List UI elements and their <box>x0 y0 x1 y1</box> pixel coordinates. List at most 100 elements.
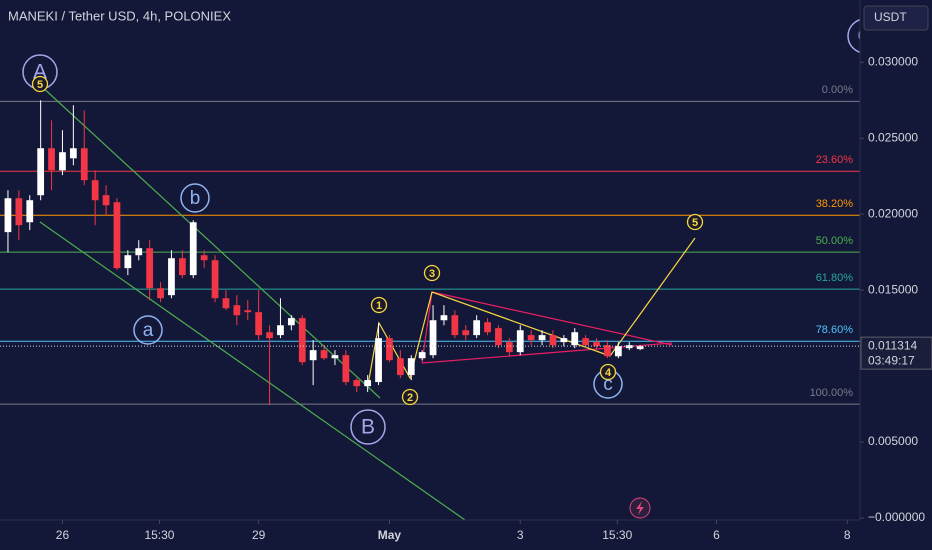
y-tick-label: 0.030000 <box>868 54 918 68</box>
candle-body <box>69 148 77 159</box>
candle-body <box>538 335 546 341</box>
candle-body <box>135 248 143 256</box>
candle-body <box>244 310 252 313</box>
x-tick-label: 3 <box>517 528 524 542</box>
candle-body <box>604 345 611 357</box>
candle-body <box>451 315 459 336</box>
wave-circle <box>31 75 49 93</box>
candle-body <box>233 305 241 316</box>
drawings <box>39 84 696 521</box>
fib-label: 61.80% <box>816 272 854 284</box>
candle-body <box>178 258 186 276</box>
candle-body <box>407 358 415 376</box>
x-tick-label: 15:30 <box>602 528 632 542</box>
last-price-label: 0.011314 <box>868 338 917 352</box>
last-price-box <box>860 336 932 370</box>
wave-circle <box>686 213 704 231</box>
wave-circle <box>350 409 386 445</box>
candle-body <box>473 320 481 336</box>
wave-label: 4 <box>605 367 612 379</box>
candle-body <box>266 332 273 339</box>
wave-label: 3 <box>429 268 435 280</box>
candle-body <box>484 322 491 333</box>
wave-circle <box>133 315 163 345</box>
wave-label: B <box>361 416 375 439</box>
candle-body <box>320 350 328 359</box>
candle-body <box>614 346 622 357</box>
candle-body <box>636 346 644 350</box>
x-tick-label: 6 <box>713 528 720 542</box>
fib-label: 23.60% <box>816 154 854 166</box>
wave-label: a <box>143 320 154 341</box>
candle-body <box>396 358 404 376</box>
x-tick-label: 15:30 <box>144 528 174 542</box>
wave-circle <box>599 363 617 381</box>
y-tick-label: −0.000000 <box>868 510 925 524</box>
currency-button[interactable] <box>863 5 929 31</box>
x-tick-label: 26 <box>56 528 70 542</box>
candle-body <box>189 222 197 276</box>
candle-body <box>560 338 568 343</box>
candle-body <box>375 338 382 383</box>
x-tick-label: 8 <box>844 528 851 542</box>
candle-body <box>146 248 154 289</box>
candle-body <box>462 330 470 336</box>
candle-body <box>516 330 524 353</box>
wave-path <box>367 237 696 386</box>
candle-body <box>211 260 219 299</box>
candle-body <box>593 342 600 347</box>
price-axis <box>860 0 932 550</box>
candle-body <box>331 355 339 359</box>
wave-label: 5 <box>692 217 698 229</box>
candle-body <box>527 335 535 341</box>
candles <box>4 100 644 406</box>
candle-body <box>59 152 66 171</box>
candle-body <box>255 312 263 336</box>
candle-body <box>429 320 437 356</box>
chart-title: MANEKI / Tether USD, 4h, POLONIEX <box>8 8 231 23</box>
candle-body <box>222 298 230 309</box>
candle-body <box>505 342 513 353</box>
candle-body <box>353 380 361 387</box>
currency-button-label: USDT <box>874 10 907 24</box>
candle-body <box>124 255 132 269</box>
wave-circle <box>370 296 388 314</box>
countdown-label: 03:49:17 <box>868 353 915 367</box>
fib-label: 100.00% <box>810 387 854 399</box>
candle-body <box>418 352 426 359</box>
fib-label: 0.00% <box>822 84 853 96</box>
candle-body <box>342 355 350 383</box>
candle-body <box>582 338 590 346</box>
candle-body <box>364 380 372 387</box>
channel-upper <box>39 84 381 399</box>
event-icon-bolt <box>636 501 644 515</box>
candle-body <box>26 200 34 223</box>
x-tick-label: 29 <box>252 528 266 542</box>
y-tick-label: 0.005000 <box>868 434 918 448</box>
candle-body <box>15 198 23 226</box>
wave-label: 5 <box>37 79 43 91</box>
candle-body <box>277 325 284 336</box>
x-tick-label: May <box>378 528 402 542</box>
fib-label: 50.00% <box>816 235 854 247</box>
candle-body <box>102 195 110 206</box>
candle-body <box>298 318 306 363</box>
candle-body <box>37 148 45 196</box>
candle-body <box>157 288 164 299</box>
candle-body <box>4 198 12 233</box>
candle-body <box>287 318 295 326</box>
candle-body <box>168 258 175 296</box>
wave-circle <box>401 388 419 406</box>
fib-label: 38.20% <box>816 198 854 210</box>
candle-body <box>48 148 55 171</box>
candle-body <box>113 202 121 269</box>
candle-body <box>571 332 579 346</box>
candle-body <box>625 345 633 349</box>
candle-body <box>91 180 99 201</box>
candle-body <box>200 255 208 261</box>
wave-label: b <box>190 188 201 209</box>
channel-lower <box>39 221 466 521</box>
